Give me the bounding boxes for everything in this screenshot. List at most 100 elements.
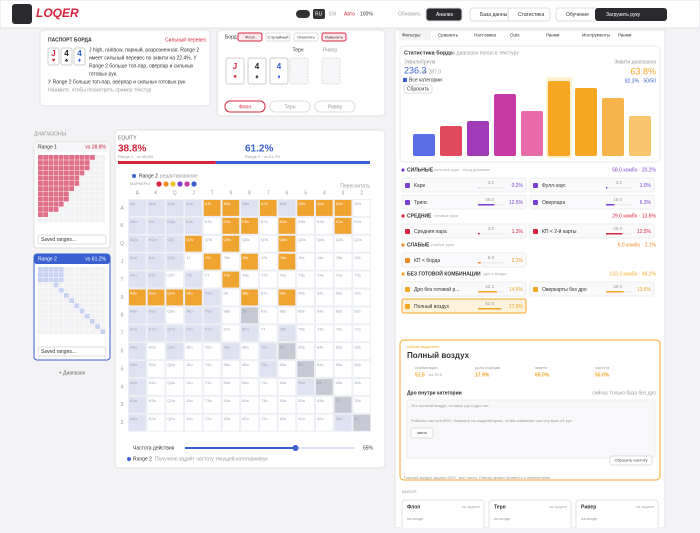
range-cell [95,309,100,314]
refresh: Обновить [398,11,421,17]
range-cell [80,267,85,272]
range-cell [43,329,48,334]
range-cell [69,277,74,282]
board-button-label: Случайный [267,35,288,40]
item-combos: 6.0 [488,255,495,260]
hand-label: 86s [280,308,286,313]
hand-label: T8o [205,308,213,313]
marker-dot[interactable] [156,181,161,186]
range-cell [59,303,64,308]
range-cell [54,309,59,314]
group-name: СРЕДНИЕ [407,213,432,219]
hand-label: KQo [149,237,158,242]
range-cell [38,324,43,329]
group-summary: 133.3 комбо · 46.2% [609,271,656,277]
street-entry: на входе [581,516,598,521]
detail-stat-value: 65.0% [535,372,550,378]
range-cell [59,197,64,202]
range-cell [80,197,85,202]
range-cell [85,314,90,319]
hand-label: KJo [149,255,157,260]
group-summary: 29.0 комбо · 13.6% [612,213,656,219]
hand-label: K3o [149,398,157,403]
range-cell [90,329,95,334]
toggle[interactable] [296,10,310,18]
range-cell [90,191,95,196]
range-cell [48,165,53,170]
item-combos: 51.5 [485,301,494,306]
hand-label: 75s [298,326,304,331]
street-name: Флоп [407,504,420,510]
row-rank: 2 [121,420,124,426]
item-pct: 12.5% [637,229,652,235]
item-combos: 18.0 [613,197,622,202]
item-track [478,233,504,235]
hand-label: 75o [261,362,268,367]
hand-label: 96s [280,291,286,296]
right-tab[interactable]: Сравнить [438,33,459,38]
right-tab[interactable]: Натсовика [474,33,496,38]
range-cell [95,314,100,319]
range-cell [90,272,95,277]
range-cell [85,283,90,288]
right-tab[interactable]: Фильтры [402,33,420,38]
range-cell [48,171,53,176]
range-cell [59,319,64,324]
marker-dot[interactable] [170,181,175,186]
hand-label: 65o [280,362,287,367]
range-cell [38,288,43,293]
street-name: Терн [494,504,506,510]
hand-label: J9o [186,291,193,296]
row-rank: T [120,277,123,283]
range-cell [48,217,53,222]
hand-label: QTo [167,273,175,278]
row-rank: 5 [121,366,124,372]
nav-label: Обучение [566,12,589,18]
hist-bar [521,111,543,156]
range-cell [80,298,85,303]
item-check [533,200,538,205]
range-cell [80,212,85,217]
hand-label: 92s [354,291,360,296]
item-check [533,229,538,234]
range-cell [90,309,95,314]
right-tab[interactable]: Ранжи [618,33,632,38]
range-cell [59,171,64,176]
range-cell [64,155,69,160]
marker-dot[interactable] [191,181,196,186]
range-cell [100,186,105,191]
ranges-title: ДИАПАЗОНЫ [34,131,67,137]
marker-dot[interactable] [163,181,168,186]
marker-dot[interactable] [184,181,189,186]
hand-label: KTo [149,273,157,278]
range-cell [69,197,74,202]
hand-label: J2s [354,255,360,260]
range-cell [69,191,74,196]
hand-label: Q6o [167,344,175,349]
range-cell [85,186,90,191]
right-tab[interactable]: Ранжи [546,33,560,38]
range-cell [74,267,79,272]
col-rank: Q [173,190,177,196]
range-cell [59,329,64,334]
slider-thumb[interactable] [293,445,299,451]
marker-dot[interactable] [177,181,182,186]
right-tab[interactable]: Инструменты [582,33,610,38]
range-cell [54,171,59,176]
stats-right-sub: 82.3% · 50/50 [625,78,656,84]
range-cell [64,217,69,222]
range-cell [80,207,85,212]
range-name: Range 2 [38,256,57,262]
right-tab[interactable]: Outs [510,33,520,38]
range-cell [90,197,95,202]
range-cell [59,277,64,282]
hand-label: 44 [317,380,322,385]
range-cell [64,171,69,176]
range-cell [85,272,90,277]
range-cell [54,272,59,277]
row-rank: 4 [121,384,124,390]
range-cell [59,191,64,196]
range-cell [74,283,79,288]
hand-label: 97o [224,326,231,331]
